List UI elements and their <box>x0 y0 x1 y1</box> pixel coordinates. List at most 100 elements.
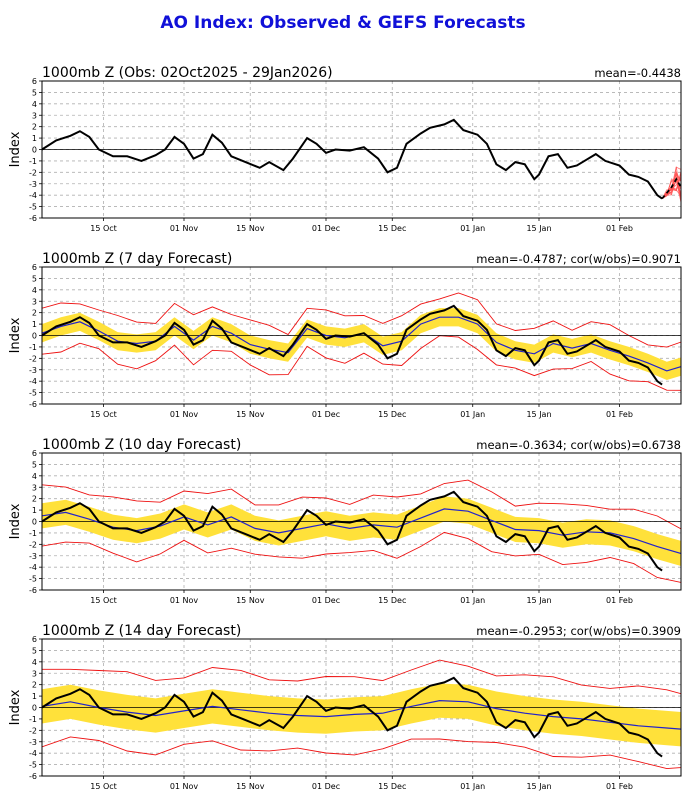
y-tick-label: 1 <box>32 692 37 701</box>
y-tick-label: 6 <box>32 635 37 644</box>
y-tick-label: 3 <box>32 669 37 678</box>
ensemble-mean-line <box>42 699 681 730</box>
y-tick-label: 4 <box>32 100 37 109</box>
y-tick-label: -3 <box>29 180 37 189</box>
y-tick-label: -6 <box>29 214 37 223</box>
panel-stat-label: mean=-0.4787; cor(w/obs)=0.9071 <box>476 252 681 266</box>
chart-panel-1: -6 -5 -4 -3 -2 -1 0 1 2 3 4 5 6 15 Oct 01 Nov 15 Nov 01 … <box>8 65 682 233</box>
y-tick-label: -6 <box>29 772 37 781</box>
y-tick-label: -2 <box>29 168 37 177</box>
y-tick-label: 5 <box>32 460 37 469</box>
y-tick-label: -6 <box>29 586 37 595</box>
y-tick-label: 2 <box>32 123 37 132</box>
y-axis-label: Index <box>8 131 23 167</box>
y-tick-label: 2 <box>32 309 37 318</box>
envelope-upper <box>42 659 681 695</box>
y-tick-label: -4 <box>29 377 37 386</box>
observed-line <box>42 304 663 386</box>
panel-stat-label: mean=-0.2953; cor(w/obs)=0.3909 <box>476 624 681 638</box>
x-tick-label: 01 Dec <box>312 596 340 605</box>
x-tick-label: 01 Feb <box>606 782 633 791</box>
x-tick-label: 15 Oct <box>90 410 117 419</box>
panel-stat-label: mean=-0.4438 <box>594 66 681 80</box>
panel-title: 1000mb Z (10 day Forecast) <box>42 437 241 453</box>
y-tick-label: -5 <box>29 761 37 770</box>
y-axis-label: Index <box>8 689 23 725</box>
x-tick-label: 15 Nov <box>236 224 265 233</box>
y-tick-label: 0 <box>32 146 37 155</box>
x-tick-label: 15 Oct <box>90 596 117 605</box>
x-tick-label: 15 Dec <box>378 224 406 233</box>
y-tick-label: 3 <box>32 111 37 120</box>
y-tick-label: -4 <box>29 563 37 572</box>
spread-band <box>42 496 681 566</box>
y-tick-label: 6 <box>32 77 37 86</box>
observed-line <box>42 490 663 572</box>
observed-line <box>42 676 663 758</box>
y-tick-label: -5 <box>29 389 37 398</box>
y-tick-label: 5 <box>32 646 37 655</box>
panel-stat-label: mean=-0.3634; cor(w/obs)=0.6738 <box>476 438 681 452</box>
y-axis-label: Index <box>8 317 23 353</box>
spread-band <box>42 683 681 747</box>
x-tick-label: 01 Jan <box>460 410 485 419</box>
envelope-lower <box>42 531 681 583</box>
panel-title: 1000mb Z (Obs: 02Oct2025 - 29Jan2026) <box>42 65 333 81</box>
y-tick-label: -3 <box>29 738 37 747</box>
x-tick-label: 01 Dec <box>312 224 340 233</box>
envelope-lower <box>42 736 681 770</box>
y-tick-label: 5 <box>32 274 37 283</box>
x-tick-label: 01 Nov <box>170 782 199 791</box>
x-tick-label: 01 Dec <box>312 410 340 419</box>
y-tick-label: 4 <box>32 472 37 481</box>
y-tick-label: -4 <box>29 191 37 200</box>
y-tick-label: 1 <box>32 506 37 515</box>
x-tick-label: 15 Dec <box>378 782 406 791</box>
y-tick-label: -1 <box>29 343 37 352</box>
chart-panel-3: -6 -5 -4 -3 -2 -1 0 1 2 3 4 5 6 15 Oct 01 Nov 15 Nov 01 … <box>8 437 682 605</box>
y-tick-label: 6 <box>32 263 37 272</box>
x-tick-label: 01 Feb <box>606 596 633 605</box>
observed-line <box>42 118 663 200</box>
y-tick-label: 3 <box>32 297 37 306</box>
x-tick-label: 15 Nov <box>236 782 265 791</box>
y-tick-label: 4 <box>32 286 37 295</box>
y-tick-label: -6 <box>29 400 37 409</box>
x-tick-label: 15 Nov <box>236 410 265 419</box>
x-tick-label: 15 Dec <box>378 410 406 419</box>
plot-area <box>42 639 681 776</box>
chart-panel-2: -6 -5 -4 -3 -2 -1 0 1 2 3 4 5 6 15 Oct 01 Nov 15 Nov 01 … <box>8 251 682 419</box>
y-tick-label: -1 <box>29 529 37 538</box>
y-tick-label: -1 <box>29 157 37 166</box>
panel-title: 1000mb Z (7 day Forecast) <box>42 251 232 267</box>
y-tick-label: -2 <box>29 726 37 735</box>
ensemble-mean-line <box>661 177 681 200</box>
y-tick-label: 0 <box>32 332 37 341</box>
panel-title: 1000mb Z (14 day Forecast) <box>42 623 241 639</box>
y-tick-label: 6 <box>32 449 37 458</box>
plot-area <box>42 267 681 404</box>
plot-area <box>42 81 681 218</box>
y-tick-label: -2 <box>29 354 37 363</box>
x-tick-label: 15 Dec <box>378 596 406 605</box>
y-tick-label: 1 <box>32 134 37 143</box>
x-tick-label: 01 Nov <box>170 410 199 419</box>
x-tick-label: 01 Jan <box>460 782 485 791</box>
plot-area <box>42 453 681 590</box>
x-tick-label: 01 Feb <box>606 410 633 419</box>
y-axis-label: Index <box>8 503 23 539</box>
x-tick-label: 15 Oct <box>90 782 117 791</box>
ensemble-member-line <box>661 173 681 199</box>
y-tick-label: -5 <box>29 203 37 212</box>
x-tick-label: 01 Nov <box>170 596 199 605</box>
y-tick-label: 0 <box>32 704 37 713</box>
x-tick-label: 01 Dec <box>312 782 340 791</box>
envelope-upper <box>42 479 681 530</box>
spread-band <box>42 308 681 380</box>
y-tick-label: 5 <box>32 88 37 97</box>
x-tick-label: 01 Jan <box>460 224 485 233</box>
y-tick-label: -1 <box>29 715 37 724</box>
x-tick-label: 01 Jan <box>460 596 485 605</box>
y-tick-label: 2 <box>32 495 37 504</box>
